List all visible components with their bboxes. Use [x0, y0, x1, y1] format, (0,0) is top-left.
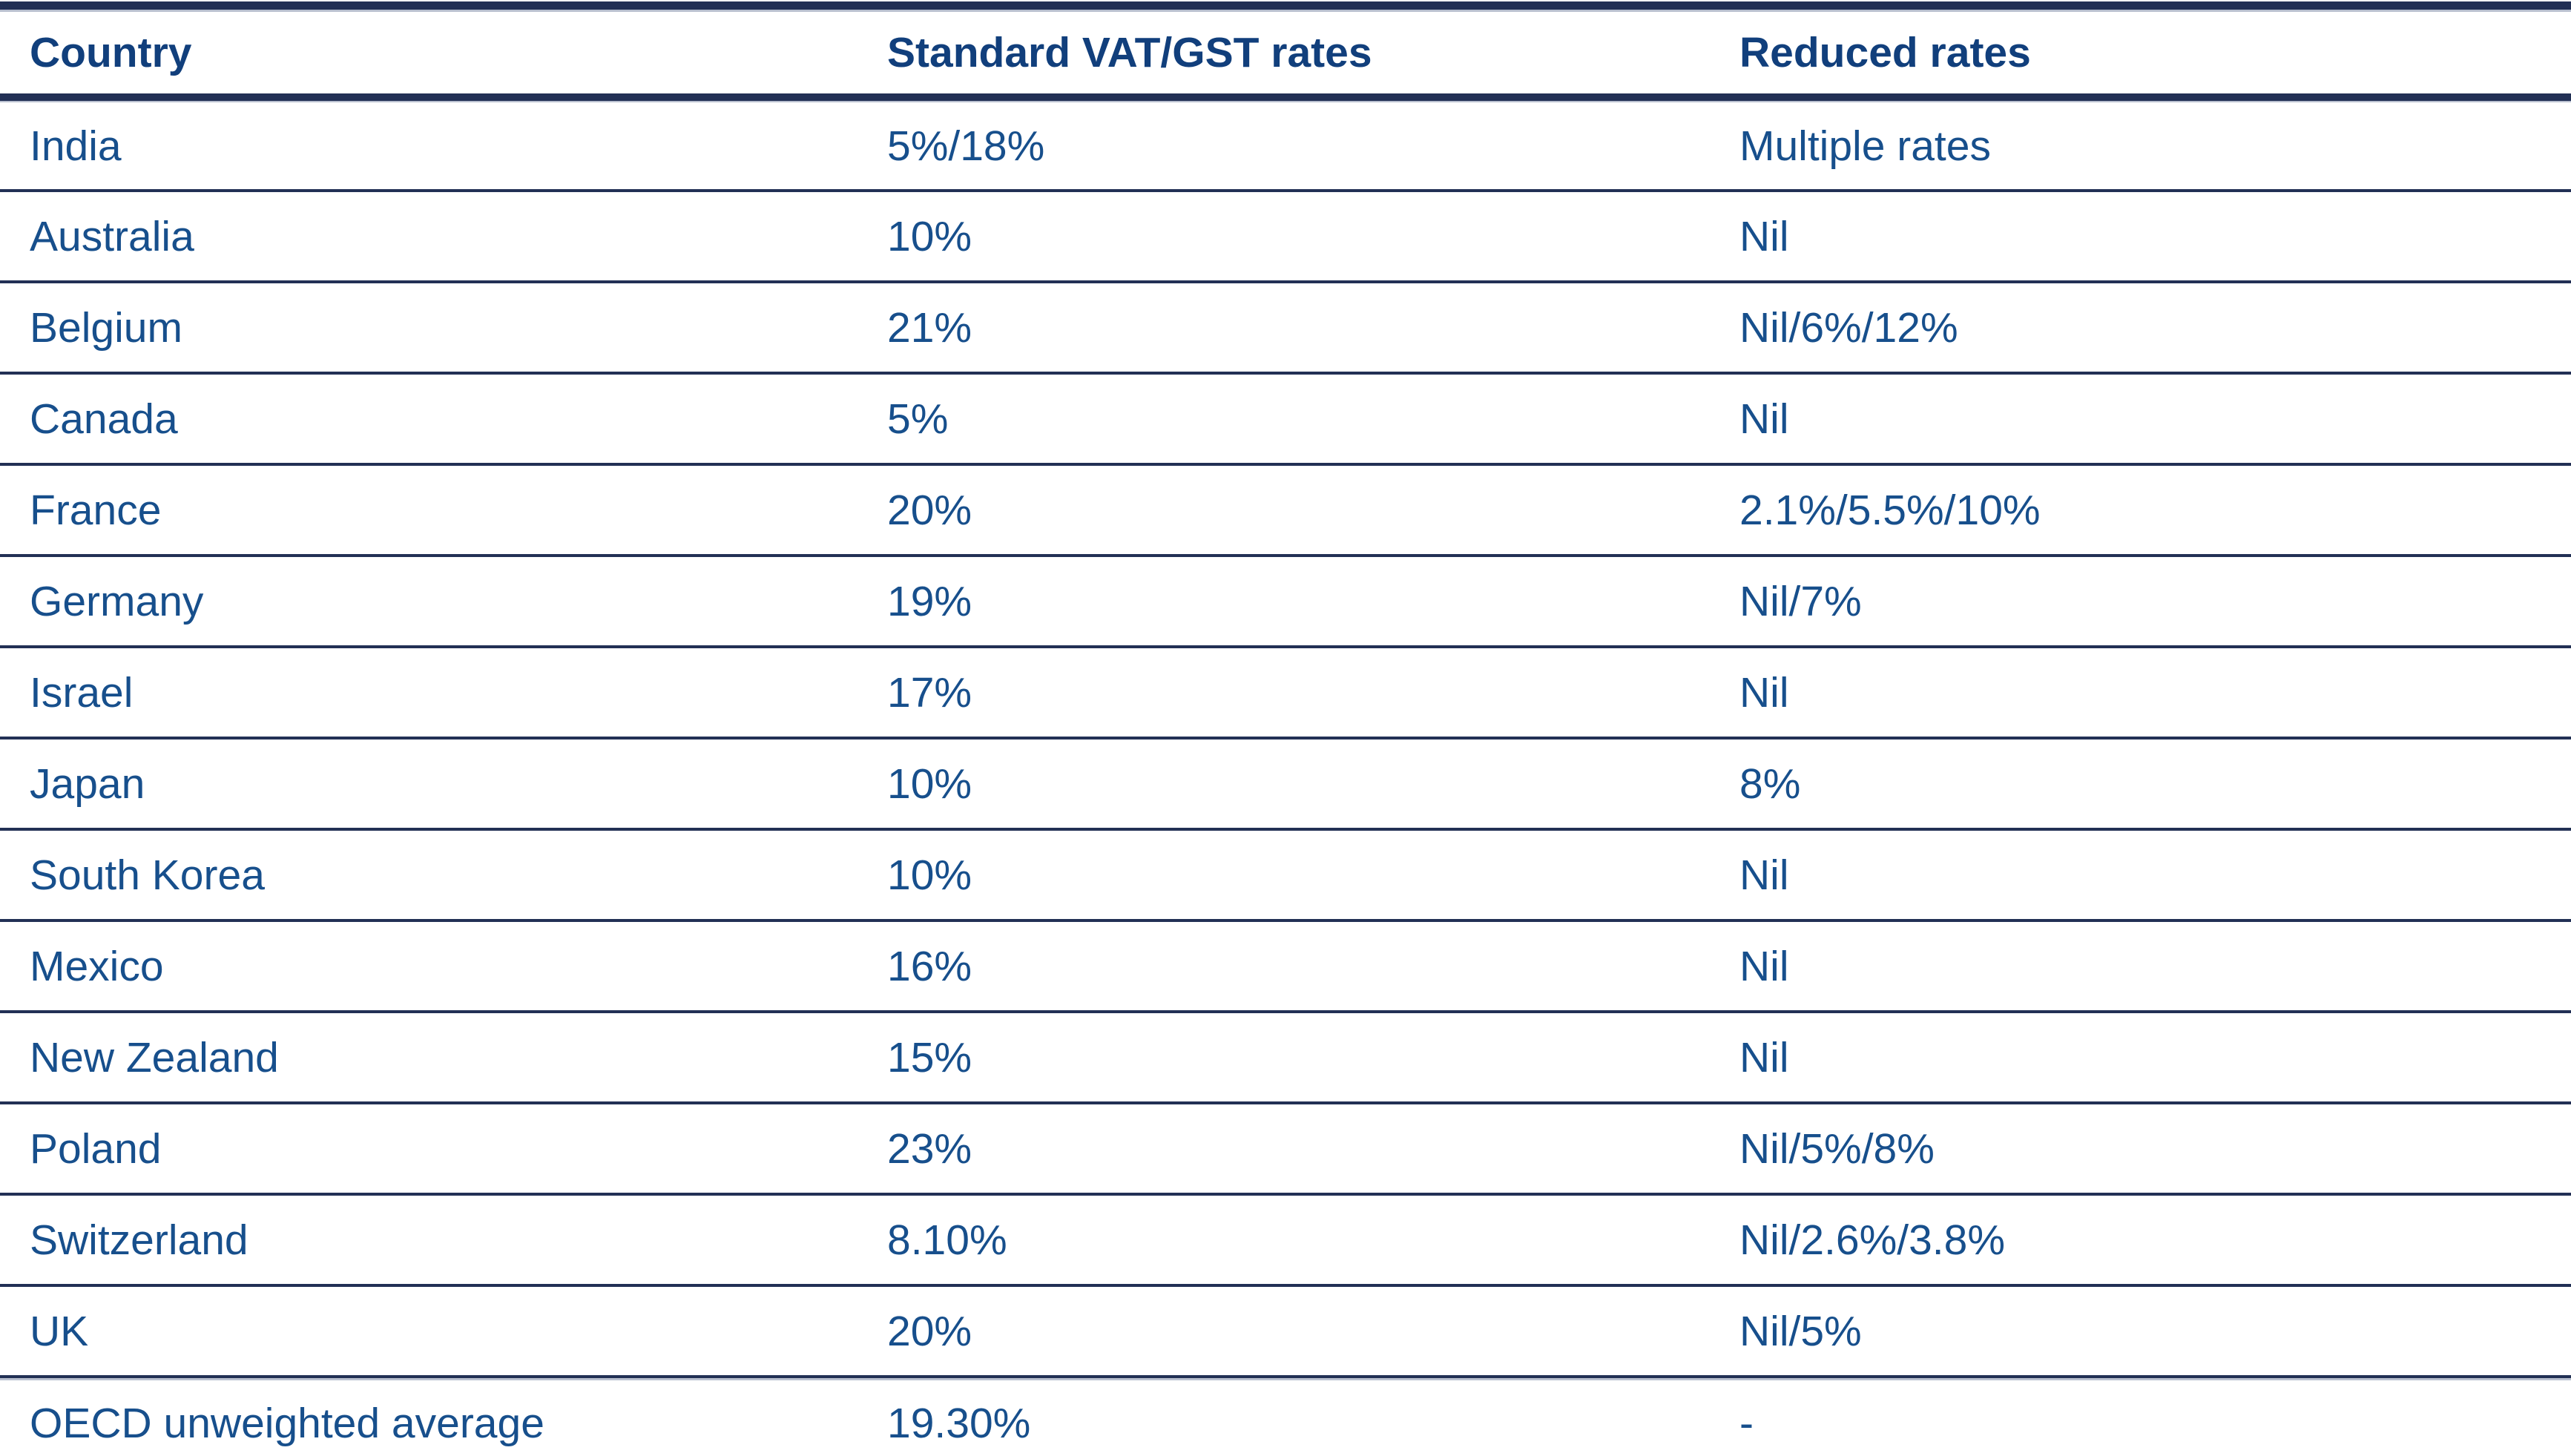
standard-rate-cell: 15% [859, 1013, 1713, 1104]
country-cell: New Zealand [0, 1013, 859, 1104]
table-top-border [0, 1, 2571, 10]
table-row: Germany 19% Nil/7% [0, 557, 2571, 648]
header-row: Country Standard VAT/GST rates Reduced r… [0, 12, 2571, 101]
reduced-rate-cell: Nil [1713, 375, 2571, 466]
reduced-rate-cell: Nil/2.6%/3.8% [1713, 1196, 2571, 1287]
reduced-rate-cell: Nil/5% [1713, 1287, 2571, 1378]
table-row: Belgium 21% Nil/6%/12% [0, 283, 2571, 375]
country-cell: OECD unweighted average [0, 1378, 859, 1456]
standard-rate-cell: 10% [859, 831, 1713, 922]
reduced-rate-cell: Nil [1713, 831, 2571, 922]
column-header-country: Country [0, 12, 859, 101]
column-header-standard-vat-gst-rates: Standard VAT/GST rates [859, 12, 1713, 101]
country-cell: Canada [0, 375, 859, 466]
table-row: South Korea 10% Nil [0, 831, 2571, 922]
standard-rate-cell: 20% [859, 466, 1713, 557]
country-cell: UK [0, 1287, 859, 1378]
standard-rate-cell: 20% [859, 1287, 1713, 1378]
reduced-rate-cell: Nil [1713, 192, 2571, 283]
reduced-rate-cell: Multiple rates [1713, 101, 2571, 192]
table-row: UK 20% Nil/5% [0, 1287, 2571, 1378]
reduced-rate-cell: Nil [1713, 1013, 2571, 1104]
table-row: New Zealand 15% Nil [0, 1013, 2571, 1104]
vat-rates-table: Country Standard VAT/GST rates Reduced r… [0, 12, 2571, 1456]
table-row: India 5%/18% Multiple rates [0, 101, 2571, 192]
table-row: Australia 10% Nil [0, 192, 2571, 283]
country-cell: France [0, 466, 859, 557]
standard-rate-cell: 21% [859, 283, 1713, 375]
reduced-rate-cell: 8% [1713, 739, 2571, 831]
country-cell: Japan [0, 739, 859, 831]
standard-rate-cell: 16% [859, 922, 1713, 1013]
table-row: Switzerland 8.10% Nil/2.6%/3.8% [0, 1196, 2571, 1287]
reduced-rate-cell: Nil [1713, 648, 2571, 739]
table-row: Poland 23% Nil/5%/8% [0, 1104, 2571, 1196]
country-cell: Australia [0, 192, 859, 283]
reduced-rate-cell: Nil/7% [1713, 557, 2571, 648]
reduced-rate-cell: Nil/6%/12% [1713, 283, 2571, 375]
country-cell: India [0, 101, 859, 192]
reduced-rate-cell: Nil [1713, 922, 2571, 1013]
country-cell: Mexico [0, 922, 859, 1013]
standard-rate-cell: 10% [859, 739, 1713, 831]
reduced-rate-cell: - [1713, 1378, 2571, 1456]
standard-rate-cell: 5%/18% [859, 101, 1713, 192]
standard-rate-cell: 5% [859, 375, 1713, 466]
table-row: France 20% 2.1%/5.5%/10% [0, 466, 2571, 557]
table-body: India 5%/18% Multiple rates Australia 10… [0, 101, 2571, 1456]
country-cell: Poland [0, 1104, 859, 1196]
standard-rate-cell: 8.10% [859, 1196, 1713, 1287]
table-row: Canada 5% Nil [0, 375, 2571, 466]
country-cell: Switzerland [0, 1196, 859, 1287]
country-cell: Belgium [0, 283, 859, 375]
standard-rate-cell: 19.30% [859, 1378, 1713, 1456]
table-row: Mexico 16% Nil [0, 922, 2571, 1013]
standard-rate-cell: 10% [859, 192, 1713, 283]
table-row: Japan 10% 8% [0, 739, 2571, 831]
standard-rate-cell: 17% [859, 648, 1713, 739]
reduced-rate-cell: 2.1%/5.5%/10% [1713, 466, 2571, 557]
table-header: Country Standard VAT/GST rates Reduced r… [0, 12, 2571, 101]
reduced-rate-cell: Nil/5%/8% [1713, 1104, 2571, 1196]
standard-rate-cell: 19% [859, 557, 1713, 648]
table-row: OECD unweighted average 19.30% - [0, 1378, 2571, 1456]
country-cell: South Korea [0, 831, 859, 922]
column-header-reduced-rates: Reduced rates [1713, 12, 2571, 101]
country-cell: Germany [0, 557, 859, 648]
country-cell: Israel [0, 648, 859, 739]
table-top-border-accent [0, 10, 2571, 12]
standard-rate-cell: 23% [859, 1104, 1713, 1196]
table-row: Israel 17% Nil [0, 648, 2571, 739]
